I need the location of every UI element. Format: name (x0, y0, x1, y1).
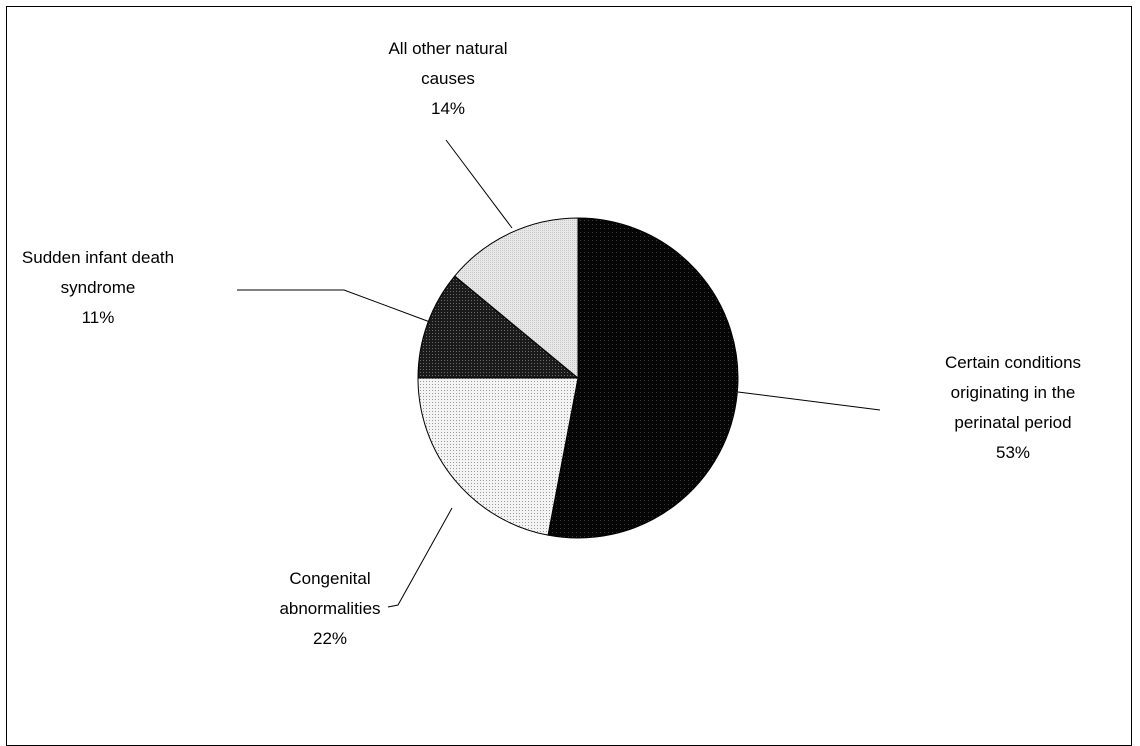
slice-label-line: syndrome (61, 278, 136, 297)
leader-line-sudden-infant-death-syndrome (237, 289, 431, 323)
slice-label-all-other-natural-causes: All other natural causes 14% (388, 39, 507, 118)
slice-label-sudden-infant-death-syndrome: Sudden infant death syndrome 11% (22, 248, 174, 327)
slice-label-congenital-abnormalities: Congenital abnormalities 22% (279, 569, 380, 648)
slice-label-certain-conditions-originating-in-the-perinatal-period: Certain conditions originating in the peri… (945, 353, 1081, 462)
leader-line-certain-conditions-originating-in-the-perinatal-period (737, 391, 881, 411)
pie-slice-certain-conditions-originating-in-the-perinatal-period (547, 217, 739, 539)
slice-label-line: Certain conditions (945, 353, 1081, 372)
slice-label-line: originating in the (951, 383, 1076, 402)
pie-slice-sudden-infant-death-syndrome (417, 275, 580, 379)
slice-percent-label: 11% (82, 308, 115, 327)
slice-label-line: abnormalities (279, 599, 380, 618)
slice-label-line: Congenital (289, 569, 370, 588)
slice-label-line: causes (421, 69, 475, 88)
slice-label-line: Sudden infant death (22, 248, 174, 267)
slice-label-line: perinatal period (954, 413, 1071, 432)
leader-line-all-other-natural-causes (445, 139, 513, 229)
slice-percent-label: 53% (996, 443, 1030, 462)
slice-percent-label: 22% (313, 629, 347, 648)
slice-percent-label: 14% (431, 99, 465, 118)
pie-slice-congenital-abnormalities (417, 377, 579, 536)
leader-line-congenital-abnormalities (387, 507, 453, 608)
pie-slice-all-other-natural-causes (454, 217, 579, 380)
slice-label-line: All other natural (388, 39, 507, 58)
